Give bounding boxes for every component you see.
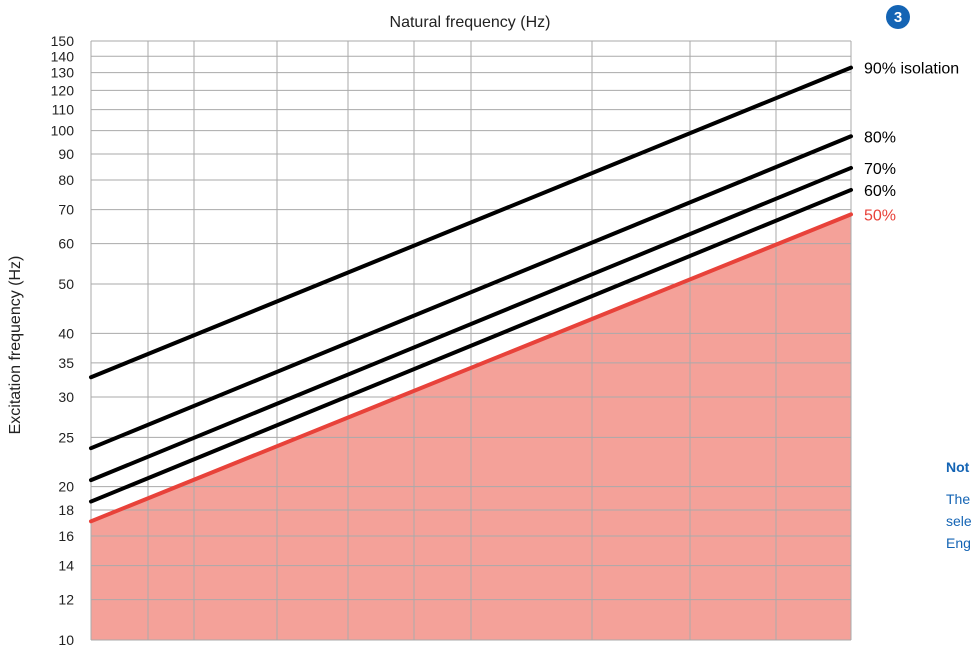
series-labels: 90% isolation 80% 70% 60% 50% <box>864 61 959 225</box>
series-label: 80% <box>864 129 896 146</box>
series-line <box>89 134 853 451</box>
series-label: 70% <box>864 161 896 178</box>
note-text: The sele Eng <box>946 488 972 554</box>
y-tick-label: 10 <box>58 632 74 648</box>
series-label: 50% <box>864 207 896 224</box>
step-badge: 3 <box>886 5 910 29</box>
series-line <box>89 165 853 483</box>
y-tick-label: 18 <box>58 502 74 518</box>
note-line: The <box>946 491 971 507</box>
y-tick-label: 35 <box>58 355 74 371</box>
y-tick-label: 90 <box>58 146 74 162</box>
y-tick-labels: 1012141618202530354050607080901001101201… <box>51 33 75 648</box>
y-tick-label: 20 <box>58 479 74 495</box>
y-tick-label: 16 <box>58 528 74 544</box>
series-label: 90% isolation <box>864 61 959 78</box>
y-tick-label: 60 <box>58 236 74 252</box>
y-tick-label: 120 <box>51 82 75 98</box>
y-tick-label: 110 <box>52 102 75 118</box>
series-lines <box>89 65 853 524</box>
y-tick-label: 140 <box>51 48 75 64</box>
series-line <box>89 212 853 524</box>
y-tick-label: 12 <box>58 592 74 608</box>
y-tick-label: 150 <box>51 33 75 49</box>
y-tick-label: 100 <box>51 123 75 139</box>
y-axis-title: Excitation frequency (Hz) <box>7 256 24 435</box>
series-line <box>89 187 853 504</box>
chart-title: Natural frequency (Hz) <box>390 14 551 31</box>
series-label: 60% <box>864 183 896 200</box>
note-title: Not <box>946 459 970 475</box>
y-tick-label: 130 <box>51 65 75 81</box>
step-badge-label: 3 <box>893 8 903 26</box>
y-tick-label: 30 <box>58 389 74 405</box>
y-tick-label: 40 <box>58 325 74 341</box>
series-line <box>89 65 853 380</box>
y-tick-label: 70 <box>58 202 74 218</box>
note-line: sele <box>946 513 972 529</box>
y-tick-label: 50 <box>58 276 74 292</box>
y-tick-label: 25 <box>58 429 74 445</box>
grid <box>90 40 852 641</box>
y-tick-label: 14 <box>58 558 74 574</box>
y-tick-label: 80 <box>58 172 74 188</box>
note-line: Eng <box>946 535 971 551</box>
